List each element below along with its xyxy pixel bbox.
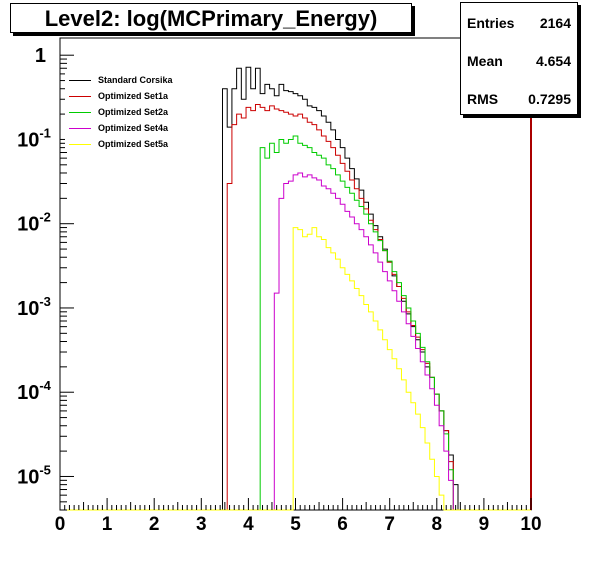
series-line-1 bbox=[60, 103, 531, 511]
legend-label: Optimized Set5a bbox=[98, 139, 169, 149]
legend-swatch bbox=[69, 112, 91, 113]
legend-item: Standard Corsika bbox=[65, 74, 197, 88]
stats-entries-row: Entries 2164 bbox=[467, 15, 571, 35]
series-line-2 bbox=[60, 135, 531, 511]
stats-rms-value: 0.7295 bbox=[528, 91, 571, 107]
x-tick-label: 3 bbox=[196, 514, 207, 535]
y-tick-label: 10-1 bbox=[17, 125, 51, 151]
legend-item: Optimized Set2a bbox=[65, 106, 197, 120]
legend-swatch bbox=[69, 144, 91, 145]
stats-entries-label: Entries bbox=[467, 15, 515, 31]
stats-mean-value: 4.654 bbox=[535, 53, 571, 69]
series-line-4 bbox=[60, 227, 531, 511]
x-tick-label: 4 bbox=[243, 514, 254, 535]
legend-item: Optimized Set4a bbox=[65, 122, 197, 136]
x-tick-label: 0 bbox=[55, 514, 66, 535]
y-tick-label: 10-3 bbox=[17, 294, 51, 320]
legend-swatch bbox=[69, 80, 91, 81]
legend-item: Optimized Set1a bbox=[65, 90, 197, 104]
y-tick-label: 10-5 bbox=[17, 462, 51, 488]
x-tick-label: 5 bbox=[290, 514, 301, 535]
stats-mean-label: Mean bbox=[467, 53, 503, 69]
stats-mean-row: Mean 4.654 bbox=[467, 53, 571, 73]
stats-rms-row: RMS 0.7295 bbox=[467, 91, 571, 111]
legend-swatch bbox=[69, 128, 91, 129]
x-tick-label: 1 bbox=[102, 514, 113, 535]
stats-box: Entries 2164 Mean 4.654 RMS 0.7295 bbox=[460, 2, 578, 115]
x-tick-label: 8 bbox=[432, 514, 443, 535]
x-tick-label: 9 bbox=[479, 514, 490, 535]
legend-item: Optimized Set5a bbox=[65, 138, 197, 152]
stats-rms-label: RMS bbox=[467, 91, 499, 107]
y-tick-label: 1 bbox=[35, 45, 46, 67]
x-tick-label: 2 bbox=[149, 514, 160, 535]
chart-title: Level2: log(MCPrimary_Energy) bbox=[44, 6, 378, 31]
x-tick-label: 10 bbox=[520, 514, 541, 535]
y-tick-label: 10-4 bbox=[17, 378, 52, 404]
x-tick-label: 6 bbox=[337, 514, 348, 535]
legend-label: Standard Corsika bbox=[98, 75, 173, 85]
series-line-3 bbox=[60, 172, 531, 511]
title-box: Level2: log(MCPrimary_Energy) bbox=[10, 3, 412, 33]
legend-label: Optimized Set2a bbox=[98, 107, 169, 117]
x-tick-label: 7 bbox=[384, 514, 395, 535]
stats-entries-value: 2164 bbox=[539, 15, 571, 31]
legend-label: Optimized Set1a bbox=[98, 91, 169, 101]
legend: Standard Corsika Optimized Set1a Optimiz… bbox=[65, 70, 197, 152]
legend-swatch bbox=[69, 96, 91, 97]
y-tick-label: 10-2 bbox=[17, 210, 51, 236]
legend-label: Optimized Set4a bbox=[98, 123, 169, 133]
